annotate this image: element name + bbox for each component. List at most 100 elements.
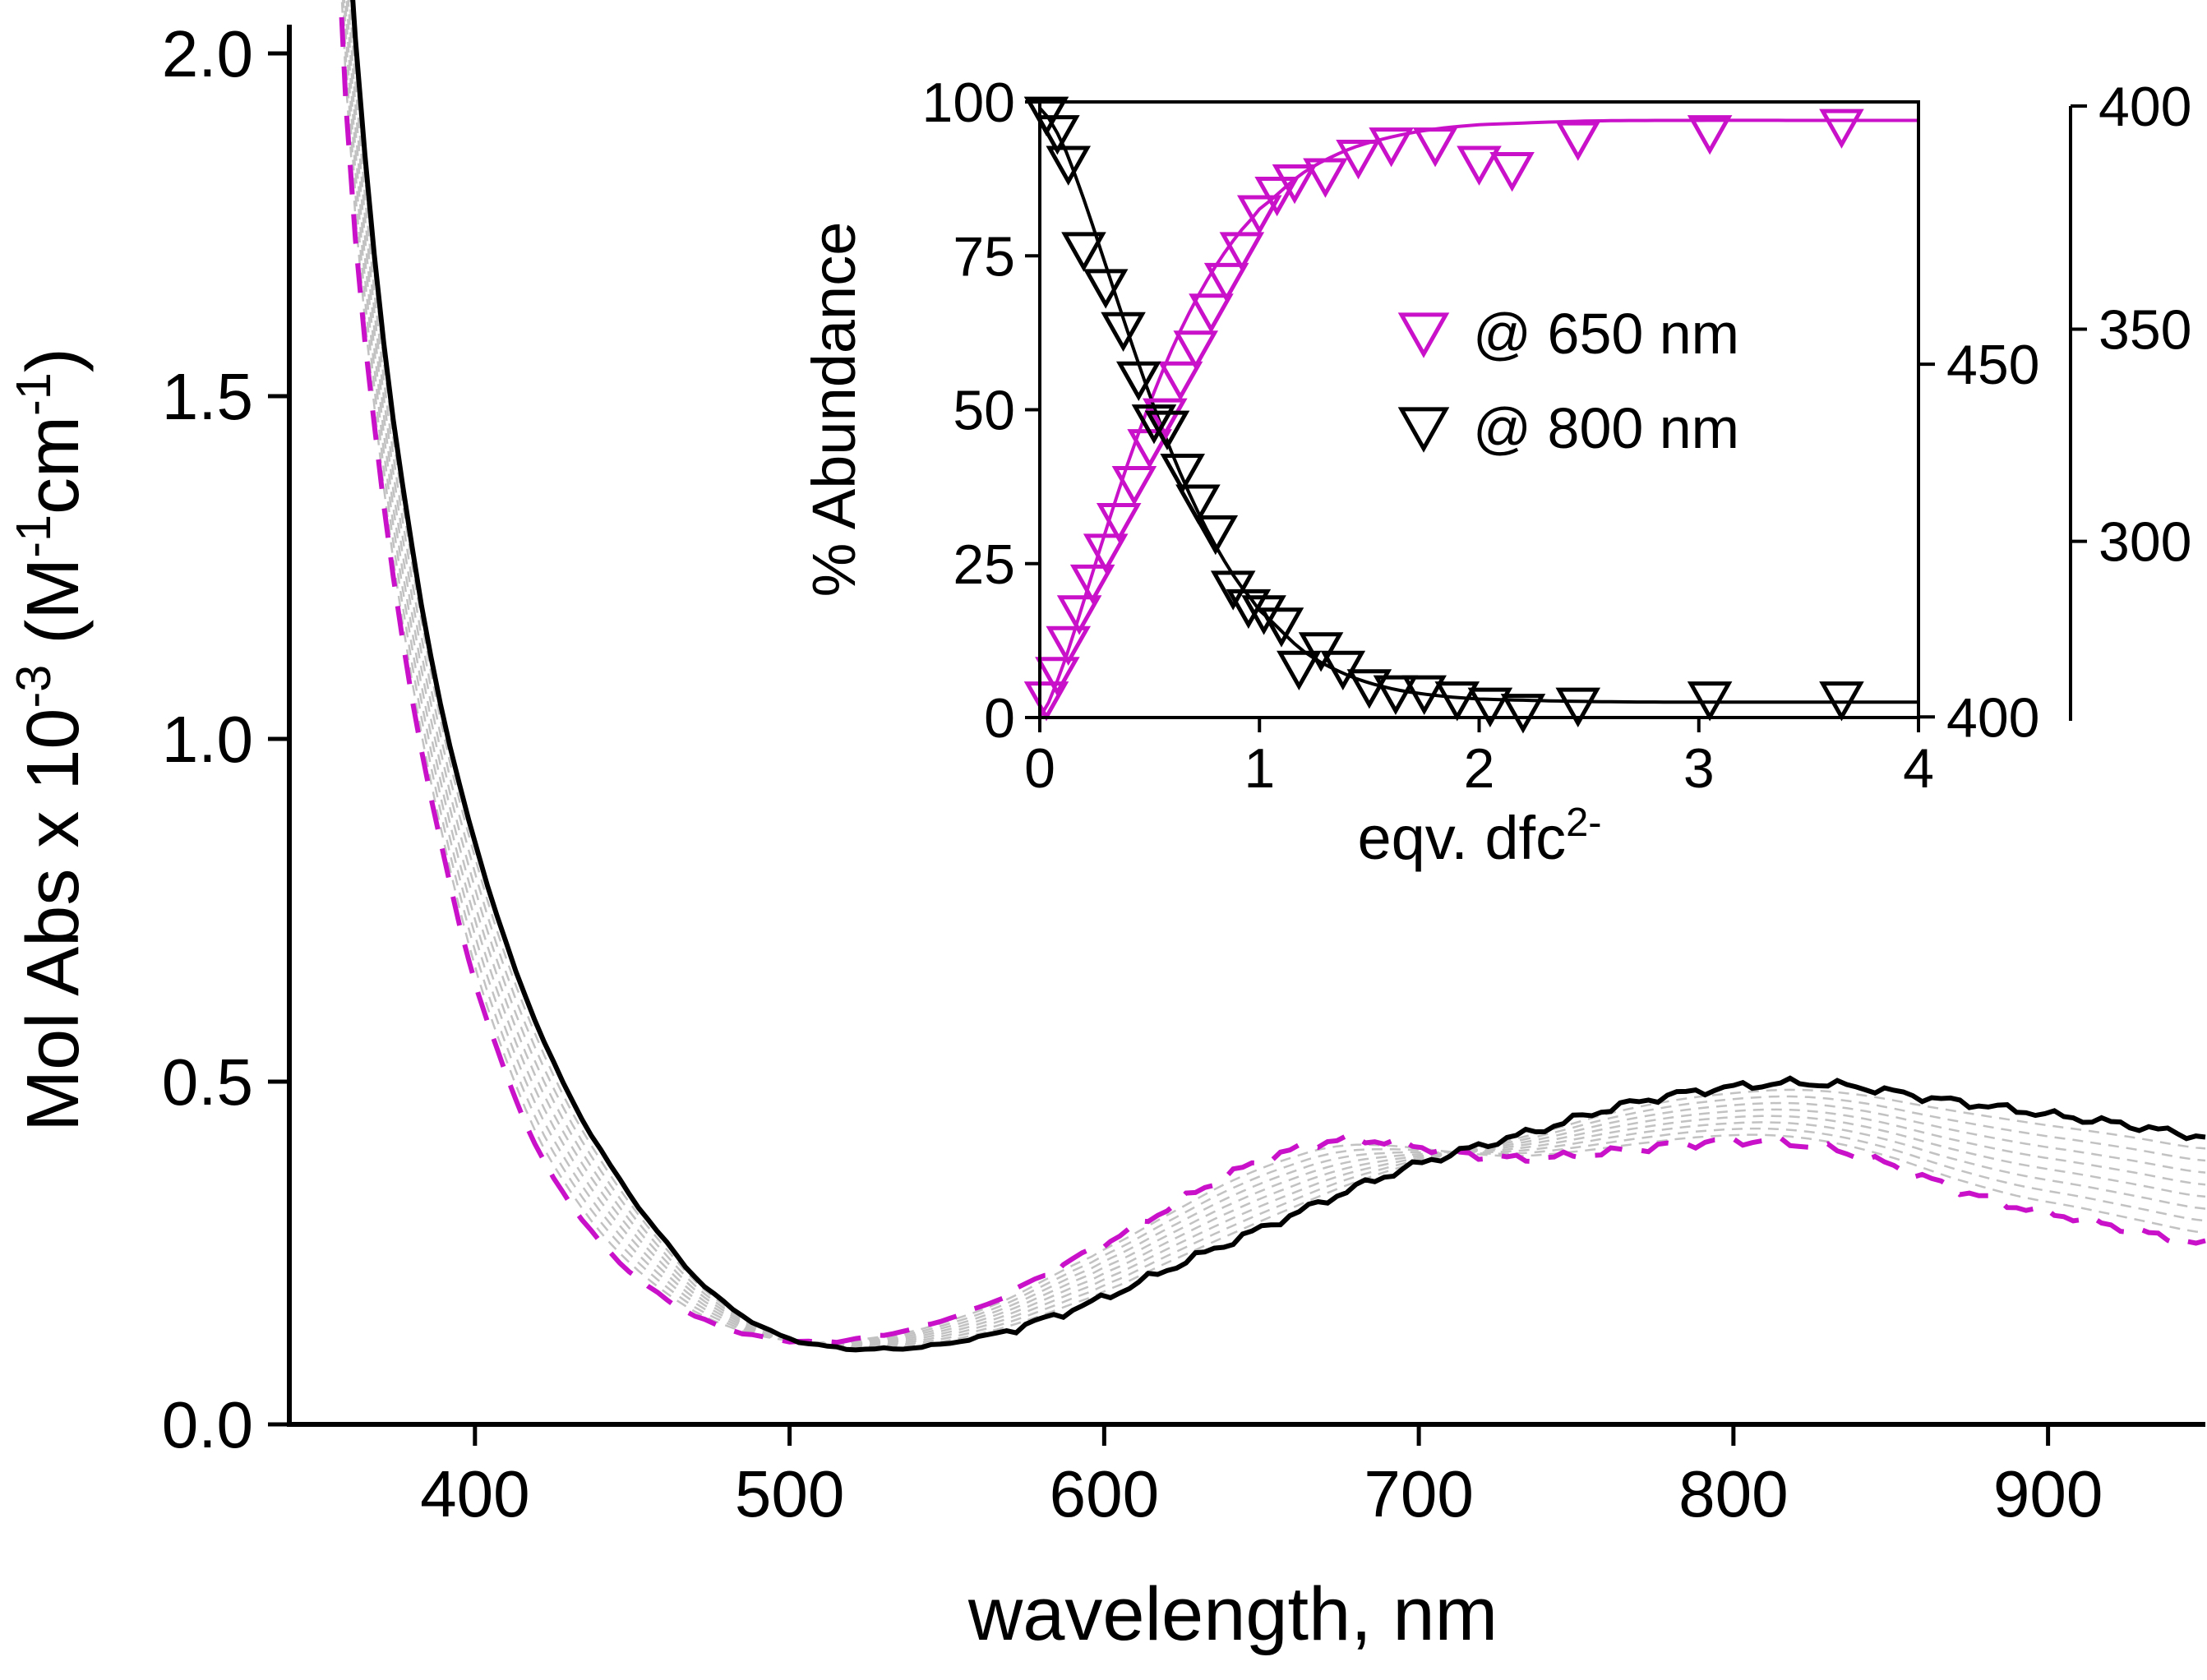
- marker-650nm: [1819, 108, 1864, 149]
- marker-650nm: [1056, 595, 1102, 635]
- inner-right-axis-tick-label: 450: [1946, 334, 2039, 396]
- main-y-axis-title-group: Mol Abs x 10-3 (M-1cm-1): [6, 348, 95, 1132]
- marker-650nm: [1236, 195, 1282, 235]
- marker-800nm: [1115, 361, 1161, 401]
- inset-y-tick-label: 100: [922, 72, 1015, 134]
- main-y-tick-label: 1.0: [162, 703, 253, 776]
- marker-650nm: [1143, 398, 1188, 438]
- legend-marker-650nm: [1397, 312, 1450, 358]
- marker-800nm: [1819, 681, 1864, 722]
- marker-650nm: [1069, 564, 1115, 605]
- inset-y-axis-title-group: % Abundance: [800, 222, 868, 598]
- intermediate-spectrum-curve: [349, 0, 2206, 1348]
- marker-650nm: [1412, 127, 1458, 168]
- marker-800nm: [1035, 115, 1080, 155]
- inset-y-tick-label: 25: [953, 533, 1015, 596]
- marker-800nm: [1175, 484, 1221, 524]
- marker-650nm: [1173, 330, 1219, 371]
- final-spectrum-curve-magenta: [338, 0, 2206, 1345]
- inner-right-axis-tick-label: 400: [1946, 686, 2039, 749]
- marker-800nm: [1687, 681, 1733, 722]
- inset-y-tick-label: 75: [953, 225, 1015, 288]
- marker-650nm: [1272, 164, 1318, 205]
- main-y-tick-label: 1.5: [162, 360, 253, 433]
- legend-marker-800nm: [1397, 407, 1450, 453]
- marker-800nm: [1131, 404, 1177, 445]
- main-x-axis-title: wavelength, nm: [967, 1572, 1498, 1656]
- main-x-tick-label: 700: [1364, 1457, 1473, 1530]
- inset-x-tick-label: 2: [1464, 737, 1495, 800]
- right-secondary-axes: 450 400 400 350 300: [1918, 76, 2191, 749]
- marker-650nm: [1369, 127, 1414, 168]
- main-x-tick-label: 500: [735, 1457, 844, 1530]
- intermediate-spectrum-curve: [340, 0, 2206, 1344]
- inset-y-tick-label: 50: [953, 380, 1015, 442]
- inset-background: [1040, 102, 1918, 718]
- initial-spectrum-curve-black: [350, 0, 2206, 1353]
- marker-650nm: [1083, 533, 1129, 574]
- marker-800nm: [1226, 588, 1272, 630]
- marker-650nm: [1157, 361, 1203, 401]
- marker-800nm: [1258, 607, 1304, 648]
- marker-650nm: [1303, 158, 1348, 198]
- intermediate-spectrum-curve: [342, 0, 2206, 1345]
- main-x-tick-label: 900: [1993, 1457, 2103, 1530]
- inset-x-axis-title: eqv. dfc2-: [1357, 801, 1601, 872]
- outer-right-axis-tick-label: 300: [2098, 511, 2191, 574]
- marker-650nm: [1035, 657, 1080, 697]
- marker-650nm: [1096, 502, 1142, 543]
- outer-right-axis-tick-label: 350: [2098, 299, 2191, 362]
- marker-650nm: [1046, 625, 1092, 667]
- marker-800nm: [1401, 675, 1447, 715]
- main-y-tick-label: 0.5: [162, 1045, 253, 1119]
- main-x-tick-label: 400: [420, 1457, 529, 1530]
- inset-plot: 0 25 50 75 100 0 1 2 3 4 % Abundance eqv. dfc2- @ 65…: [800, 72, 1934, 872]
- main-plot: 400 500 600 700 800 9000.00.51.01.52.0wavelen…: [6, 0, 2206, 1656]
- intermediate-spectrum-curve: [350, 0, 2206, 1350]
- inset-x-tick-label: 1: [1244, 737, 1275, 800]
- main-x-tick-label: 600: [1050, 1457, 1159, 1530]
- marker-650nm: [1189, 293, 1234, 334]
- marker-800nm: [1061, 232, 1106, 272]
- intermediate-spectrum-curve: [345, 0, 2206, 1346]
- inset-x-tick-label: 0: [1024, 737, 1055, 800]
- main-x-tick-label: 800: [1678, 1457, 1788, 1530]
- marker-800nm: [1555, 687, 1601, 727]
- inset-y-tick-label: 0: [984, 687, 1015, 750]
- marker-800nm: [1083, 269, 1129, 309]
- legend-label-650nm: @ 650 nm: [1473, 302, 1739, 366]
- marker-800nm: [1160, 454, 1205, 494]
- main-y-axis-title: Mol Abs x 10-3 (M-1cm-1): [6, 348, 95, 1132]
- marker-800nm: [1373, 675, 1419, 715]
- marker-800nm: [1277, 650, 1322, 691]
- marker-650nm: [1111, 466, 1157, 506]
- marker-800nm: [1500, 694, 1546, 734]
- marker-650nm: [1457, 145, 1502, 186]
- intermediate-spectrum-curve: [343, 0, 2206, 1345]
- marker-650nm: [1219, 232, 1265, 272]
- main-y-tick-label: 2.0: [162, 17, 253, 90]
- marker-800nm: [1241, 595, 1286, 635]
- marker-650nm: [1555, 121, 1601, 161]
- marker-800nm: [1434, 681, 1480, 722]
- marker-800nm: [1346, 669, 1392, 709]
- marker-650nm: [1489, 152, 1535, 192]
- marker-650nm: [1203, 262, 1249, 303]
- fit-line-650nm: [1040, 118, 1918, 718]
- legend-label-800nm: @ 800 nm: [1473, 396, 1739, 460]
- main-y-tick-label: 0.0: [162, 1388, 253, 1461]
- marker-650nm: [1254, 176, 1300, 217]
- inset-y-axis-title: % Abundance: [800, 222, 868, 598]
- marker-800nm: [1046, 145, 1092, 186]
- inset-x-tick-label: 3: [1683, 737, 1715, 800]
- outer-right-axis-tick-label: 400: [2098, 76, 2191, 138]
- marker-800nm: [1144, 410, 1190, 450]
- marker-650nm: [1023, 681, 1069, 722]
- main-curves: [338, 0, 2206, 1353]
- marker-800nm: [1467, 687, 1513, 727]
- inset-x-tick-label: 4: [1903, 737, 1934, 800]
- marker-650nm: [1687, 115, 1733, 155]
- marker-650nm: [1336, 140, 1381, 180]
